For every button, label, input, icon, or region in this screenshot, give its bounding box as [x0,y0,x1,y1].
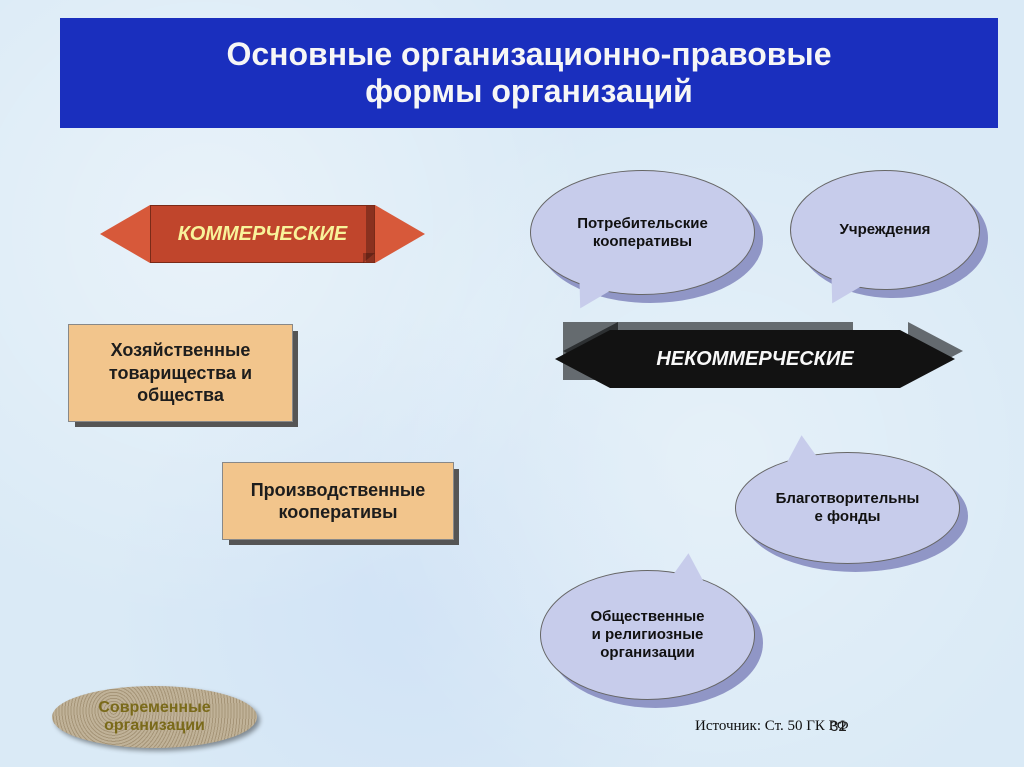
footer-oval: Современные организации [52,686,257,748]
bubble-charity: Благотворительны е фонды [735,452,960,564]
bubble-pr-line2: и религиозные [590,626,704,644]
ribbon-arrow-left [100,205,150,263]
noncommercial-ribbon: НЕКОММЕРЧЕСКИЕ [555,330,955,388]
nc-ribbon-arrow-left [555,330,610,388]
source-text: Источник: Ст. 50 ГК РФ [695,718,849,734]
footer-oval-line1: Современные [98,699,210,717]
source-note: Источник: Ст. 50 ГК РФ 32 [695,718,849,735]
bubble-institutions-line1: Учреждения [840,221,931,239]
bubble-consumer-coop: Потребительские кооперативы [530,170,755,295]
bubble-public-religious: Общественные и религиозные организации [540,570,755,700]
page-number: 32 [830,718,847,735]
bubble-charity-line1: Благотворительны [776,490,920,508]
title-banner: Основные организационно-правовые формы о… [60,18,998,128]
bubble-institutions: Учреждения [790,170,980,290]
bubble-consumer-line1: Потребительские [577,215,708,233]
box-partnerships: Хозяйственные товарищества и общества [68,324,293,422]
bubble-pr-line1: Общественные [590,608,704,626]
bubble-pr-line3: организации [590,644,704,662]
title-line2: формы организаций [365,73,693,110]
title-line1: Основные организационно-правовые [226,36,831,73]
box-partnerships-line3: общества [109,384,252,407]
nc-ribbon-arrow-right [900,330,955,388]
commercial-ribbon-label: КОММЕРЧЕСКИЕ [178,223,348,246]
box-prod-coop-line2: кооперативы [251,501,426,524]
ribbon-arrow-right [375,205,425,263]
commercial-ribbon-body: КОММЕРЧЕСКИЕ [150,205,375,263]
box-partnerships-line1: Хозяйственные [109,339,252,362]
box-prod-coop-line1: Производственные [251,479,426,502]
noncommercial-ribbon-label: НЕКОММЕРЧЕСКИЕ [656,348,853,371]
noncommercial-ribbon-body: НЕКОММЕРЧЕСКИЕ [610,330,900,388]
box-prod-coop: Производственные кооперативы [222,462,454,540]
footer-oval-line2: организации [98,717,210,735]
box-partnerships-line2: товарищества и [109,362,252,385]
bubble-charity-line2: е фонды [776,508,920,526]
bubble-consumer-line2: кооперативы [577,233,708,251]
commercial-ribbon: КОММЕРЧЕСКИЕ [100,205,425,263]
